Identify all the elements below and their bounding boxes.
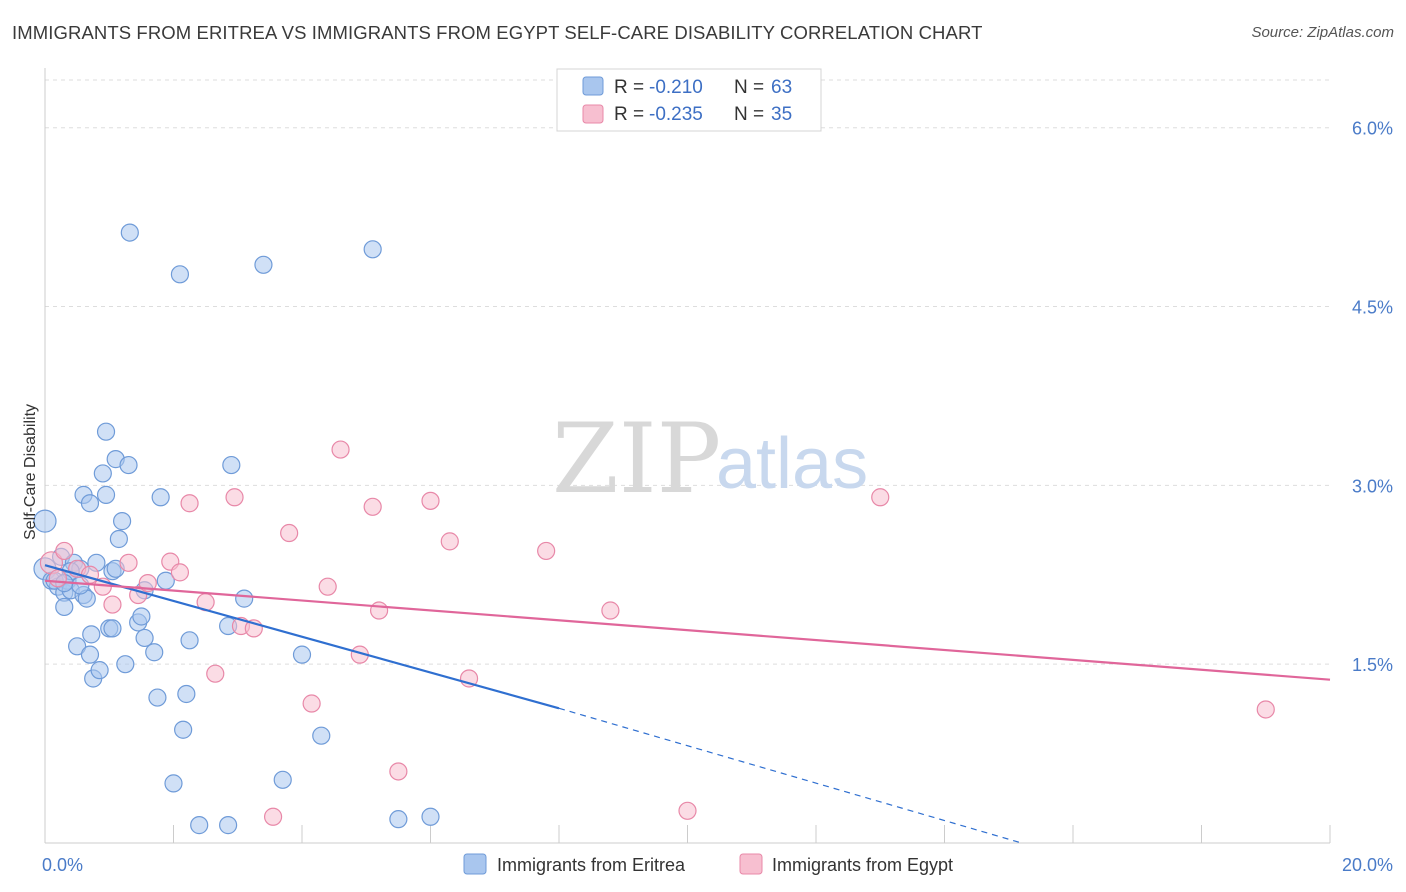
point-eritrea-54 xyxy=(312,726,331,745)
chart-title: IMMIGRANTS FROM ERITREA VS IMMIGRANTS FR… xyxy=(12,22,983,43)
point-egypt-31 xyxy=(678,801,697,820)
point-egypt-19 xyxy=(302,694,321,713)
point-egypt-3 xyxy=(80,565,100,584)
point-eritrea-21 xyxy=(93,464,112,483)
watermark-atlas: atlas xyxy=(716,424,868,504)
point-egypt-30 xyxy=(601,601,620,620)
point-egypt-26 xyxy=(421,491,440,510)
point-egypt-17 xyxy=(263,807,283,826)
point-eritrea-17 xyxy=(82,625,101,644)
legend-n-value-egypt: 35 xyxy=(771,104,792,125)
point-eritrea-57 xyxy=(421,807,440,826)
point-egypt-10 xyxy=(170,563,190,582)
y-tick-label-1: 3.0% xyxy=(1352,476,1393,496)
y-tick-label-2: 4.5% xyxy=(1352,298,1393,318)
point-eritrea-53 xyxy=(292,645,312,664)
axes xyxy=(44,68,1331,844)
point-egypt-13 xyxy=(206,664,225,683)
legend-box: R = -0.210 N = 63 R = -0.235 N = 35 xyxy=(556,68,822,132)
point-eritrea-55 xyxy=(363,240,382,259)
source-label: Source: ZipAtlas.com xyxy=(1251,24,1394,41)
point-eritrea-20 xyxy=(90,661,109,680)
point-eritrea-39 xyxy=(151,488,170,507)
grid-lines xyxy=(45,79,1330,665)
trend-line-eritrea xyxy=(44,564,560,710)
y-tick-labels: 1.5% 3.0% 4.5% 6.0% xyxy=(1352,119,1393,675)
point-egypt-21 xyxy=(331,440,350,459)
point-eritrea-45 xyxy=(180,631,199,650)
y-tick-label-0: 1.5% xyxy=(1352,655,1393,675)
bottom-legend-label-egypt: Immigrants from Egypt xyxy=(772,855,953,875)
legend-n-value-eritrea: 63 xyxy=(771,77,792,98)
legend-r-value-eritrea: -0.210 xyxy=(649,77,703,98)
point-eritrea-22 xyxy=(96,485,116,504)
point-eritrea-16 xyxy=(80,494,100,513)
point-eritrea-23 xyxy=(96,422,116,441)
point-eritrea-31 xyxy=(119,455,138,475)
point-eritrea-56 xyxy=(389,810,408,829)
point-eritrea-52 xyxy=(273,770,292,789)
point-egypt-29 xyxy=(537,541,556,561)
point-eritrea-49 xyxy=(222,455,241,475)
legend-n-label-egypt: N = xyxy=(734,104,764,125)
point-egypt-20 xyxy=(318,577,337,596)
point-egypt-34 xyxy=(48,569,67,588)
point-egypt-1 xyxy=(55,541,74,561)
point-eritrea-10 xyxy=(68,637,87,656)
bottom-legend-label-eritrea: Immigrants from Eritrea xyxy=(497,855,686,875)
point-eritrea-30 xyxy=(116,655,135,674)
data-points xyxy=(33,223,1275,835)
trend-line-extension-eritrea xyxy=(558,707,1022,844)
x-tick-labels: 0.0% 20.0% xyxy=(42,855,1393,875)
point-eritrea-38 xyxy=(148,688,167,707)
point-egypt-24 xyxy=(370,601,389,620)
point-eritrea-28 xyxy=(109,529,128,549)
trend-line-egypt xyxy=(44,579,1331,681)
point-eritrea-26 xyxy=(103,619,122,638)
point-eritrea-47 xyxy=(219,816,238,835)
bottom-legend: Immigrants from Eritrea Immigrants from … xyxy=(463,853,953,875)
point-eritrea-44 xyxy=(177,684,196,704)
point-egypt-5 xyxy=(103,595,122,614)
point-egypt-32 xyxy=(871,488,890,507)
point-eritrea-36 xyxy=(135,628,154,648)
legend-r-label-eritrea: R = xyxy=(614,77,644,98)
point-egypt-11 xyxy=(180,494,199,513)
trend-lines xyxy=(44,564,1331,844)
point-eritrea-34 xyxy=(132,607,151,626)
point-eritrea-41 xyxy=(164,774,183,793)
point-egypt-33 xyxy=(1256,700,1275,719)
point-egypt-23 xyxy=(363,497,382,516)
point-eritrea-6 xyxy=(55,597,74,617)
point-egypt-14 xyxy=(225,488,244,507)
point-eritrea-32 xyxy=(120,223,139,242)
point-eritrea-50 xyxy=(235,589,254,608)
point-eritrea-0 xyxy=(33,509,57,533)
point-egypt-18 xyxy=(280,523,299,543)
x-tick-label-right: 20.0% xyxy=(1342,855,1393,875)
point-eritrea-42 xyxy=(170,265,190,284)
legend-r-value-egypt: -0.235 xyxy=(649,104,703,125)
point-eritrea-37 xyxy=(145,643,164,662)
bottom-legend-swatch-egypt xyxy=(739,853,763,875)
point-egypt-6 xyxy=(119,553,138,572)
point-eritrea-51 xyxy=(254,255,273,274)
watermark: ZIP atlas xyxy=(552,403,868,515)
legend-swatch-egypt xyxy=(582,104,604,124)
point-egypt-27 xyxy=(440,532,459,551)
legend-swatch-eritrea xyxy=(582,76,604,96)
legend-n-label-eritrea: N = xyxy=(734,77,764,98)
point-egypt-25 xyxy=(389,762,408,781)
y-axis-label: Self-Care Disability xyxy=(22,404,39,540)
watermark-zip: ZIP xyxy=(552,403,721,515)
point-eritrea-29 xyxy=(112,512,132,531)
y-tick-label-3: 6.0% xyxy=(1352,119,1393,139)
point-eritrea-46 xyxy=(190,816,209,835)
bottom-legend-swatch-eritrea xyxy=(463,853,487,875)
legend-r-label-egypt: R = xyxy=(614,104,644,125)
point-eritrea-15 xyxy=(80,645,100,664)
point-eritrea-43 xyxy=(174,720,193,739)
x-tick-label-left: 0.0% xyxy=(42,855,83,875)
